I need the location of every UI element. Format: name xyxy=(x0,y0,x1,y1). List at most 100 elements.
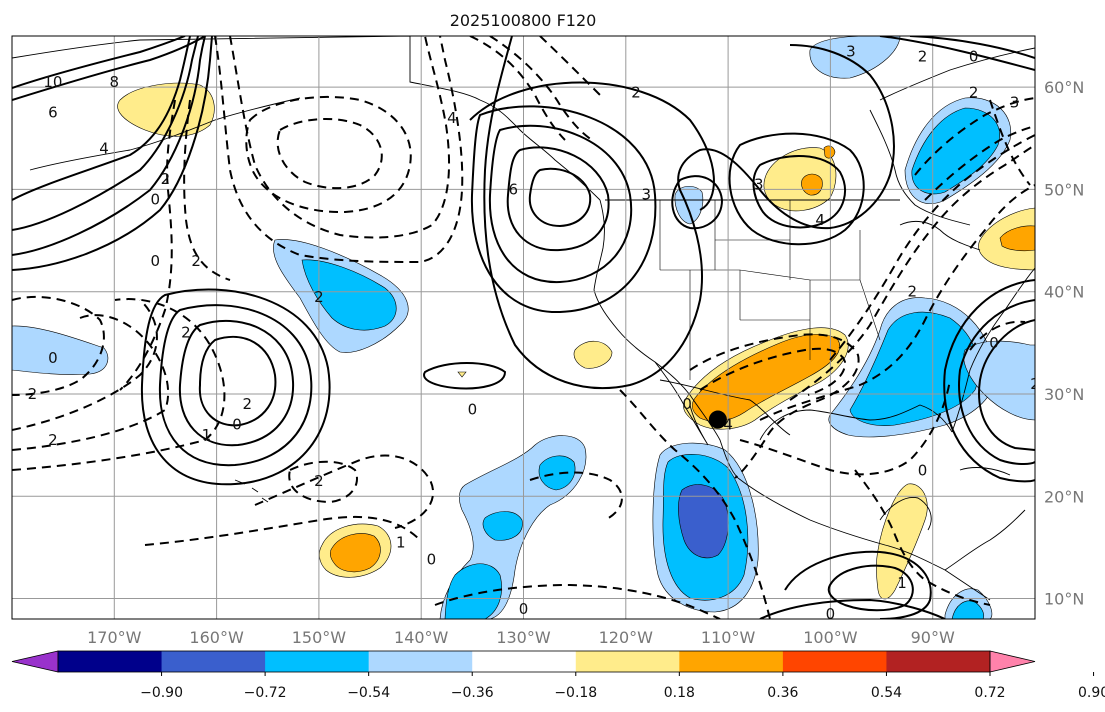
colorbar-tick-label: 0.18 xyxy=(664,685,695,701)
baja-california xyxy=(654,361,709,446)
contour-label: 0 xyxy=(682,395,692,413)
contour-low-gulf xyxy=(528,167,592,228)
cuba xyxy=(959,467,1011,476)
contour-zero-south xyxy=(759,598,946,619)
location-marker xyxy=(708,410,727,429)
contour-pacific-high xyxy=(158,304,313,467)
colorbar-segment xyxy=(886,651,991,672)
contour-low-central xyxy=(752,155,846,229)
contour-label: 2 xyxy=(1030,375,1040,393)
shade-orange xyxy=(329,533,381,573)
colorbar-segment xyxy=(472,651,577,672)
contour-dashed xyxy=(924,125,1035,201)
contour-dashed xyxy=(288,460,358,504)
colorbar: −0.90 −0.72 −0.54 −0.36 −0.18 0.18 0.36 0.54 0.7… xyxy=(11,650,1105,701)
contour-dashed xyxy=(434,583,721,619)
contour-dashed xyxy=(539,36,601,96)
contour-dashed xyxy=(739,379,951,476)
contour-label: 2 xyxy=(161,170,171,188)
contour-dashed xyxy=(229,36,450,239)
contour-northeast xyxy=(909,36,1035,59)
coastline-layer xyxy=(12,36,1035,601)
contour-dashed xyxy=(254,454,435,529)
contour-label: 2 xyxy=(314,472,324,490)
contour-dashed xyxy=(119,99,176,391)
contour-dashed xyxy=(914,97,1035,176)
colorbar-tick-label: 0.90 xyxy=(1078,685,1105,701)
contour-low-central xyxy=(728,132,865,246)
shade-yellow xyxy=(573,340,613,369)
contour-dashed xyxy=(144,515,421,546)
contour-west-high xyxy=(12,36,186,89)
longitude-axis-labels: 170°W 160°W 150°W 140°W 130°W 120°W 110°W 100°W… xyxy=(87,628,955,647)
colorbar-tick-label: 0.54 xyxy=(871,685,902,701)
contour-label: 4 xyxy=(447,109,457,127)
shade-orange xyxy=(801,173,823,196)
contour-label: 0 xyxy=(468,400,478,418)
contour-label: 0 xyxy=(150,191,160,209)
contour-label: 3 xyxy=(754,175,764,193)
contour-label: 2 xyxy=(191,252,201,270)
contour-east-high xyxy=(958,299,1035,466)
latitude-axis-labels: 60°N 50°N 40°N 30°N 20°N 10°N xyxy=(1044,78,1084,608)
latitude-tick-label: 40°N xyxy=(1044,283,1084,302)
contour-low-gulf xyxy=(488,124,633,284)
contour-dashed xyxy=(699,347,847,396)
contour-label: 2 xyxy=(918,47,928,65)
canada-north xyxy=(879,47,1035,101)
alaska-coast xyxy=(12,36,601,201)
shade-orange xyxy=(823,145,836,159)
contour-west-high xyxy=(12,36,206,256)
colorbar-segment xyxy=(58,651,163,672)
shade-light-blue xyxy=(12,325,109,375)
dashed-contours xyxy=(12,36,1035,619)
colorbar-segment xyxy=(679,651,784,672)
contour-label: 4 xyxy=(99,140,109,158)
shade-yellow xyxy=(457,371,467,378)
colorbar-tick-label: −0.90 xyxy=(140,685,183,701)
contour-low-gulf xyxy=(506,146,610,252)
shade-yellow xyxy=(117,82,215,137)
longitude-tick-label: 100°W xyxy=(803,628,858,647)
contour-label: 4 xyxy=(815,211,825,229)
contour-zero-pacific xyxy=(423,362,507,390)
longitude-tick-label: 170°W xyxy=(87,628,142,647)
contour-label: 0 xyxy=(427,551,437,569)
contour-trough xyxy=(483,36,895,389)
us-mexico-border xyxy=(659,379,791,436)
contour-dashed xyxy=(989,99,1031,186)
contour-label: 0 xyxy=(150,252,160,270)
contour-pacific-high xyxy=(198,335,277,427)
contour-dashed xyxy=(969,320,1026,351)
longitude-tick-label: 150°W xyxy=(292,628,347,647)
colorbar-segment xyxy=(161,651,266,672)
longitude-tick-label: 160°W xyxy=(189,628,244,647)
shade-orange xyxy=(999,225,1035,252)
contour-label: 1 xyxy=(897,574,907,592)
contour-dashed xyxy=(529,471,623,521)
contour-dashed xyxy=(12,296,105,396)
contour-dashed xyxy=(489,36,593,141)
contour-dashed xyxy=(619,389,771,619)
colorbar-segment xyxy=(782,651,887,672)
contour-dashed xyxy=(759,184,1035,421)
figure-title: 2025100800 F120 xyxy=(450,11,597,30)
contour-label: 2 xyxy=(48,431,58,449)
shade-yellow xyxy=(876,483,928,600)
east-coast xyxy=(951,267,1035,433)
contour-label: 2 xyxy=(28,385,38,403)
shade-blue xyxy=(482,511,523,541)
contour-dashed xyxy=(245,95,412,214)
contour-northeast xyxy=(879,36,1035,71)
contour-dashed xyxy=(12,298,226,471)
central-america xyxy=(944,509,1026,571)
colorbar-segment xyxy=(575,651,680,672)
contour-label: 0 xyxy=(48,349,58,367)
state-lines xyxy=(659,200,881,380)
latitude-tick-label: 30°N xyxy=(1044,385,1084,404)
contour-label: 3 xyxy=(641,186,651,204)
colorbar-segment xyxy=(368,651,473,672)
